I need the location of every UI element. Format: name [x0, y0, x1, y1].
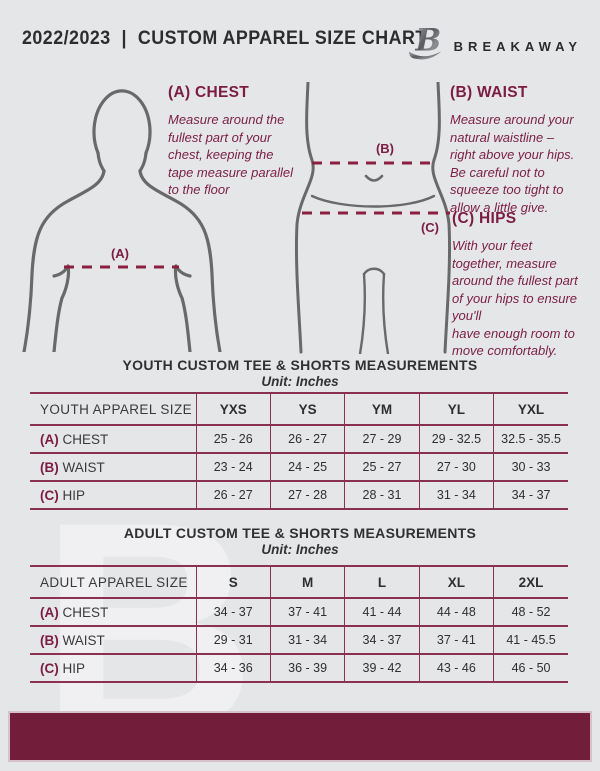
row-label: CHEST	[62, 431, 109, 447]
size-m: M	[269, 565, 346, 599]
hips-guide-block: (C) HIPS With your feet together, measur…	[452, 210, 578, 360]
youth-size-col-header: YOUTH APPAREL SIZE	[30, 392, 197, 426]
table-row: (B) WAIST 29 - 31 31 - 34 34 - 37 37 - 4…	[30, 625, 568, 655]
cell: 31 - 34	[418, 480, 495, 510]
row-label: WAIST	[62, 632, 105, 648]
size-s: S	[195, 565, 271, 599]
cell: 41 - 45.5	[493, 625, 568, 655]
cell: 27 - 29	[344, 424, 420, 454]
row-label: HIP	[62, 487, 86, 503]
cell: 26 - 27	[195, 480, 271, 510]
cell: 31 - 34	[269, 625, 346, 655]
waist-guide-block: (B) WAIST Measure around your natural wa…	[450, 84, 574, 216]
adult-size-table: ADULT APPAREL SIZE S M L XL 2XL (A) CHES…	[30, 565, 568, 683]
cell: 44 - 48	[418, 597, 495, 627]
table-row: (C) HIP 26 - 27 27 - 28 28 - 31 31 - 34 …	[30, 480, 568, 510]
page-title: 2022/2023 | CUSTOM APPAREL SIZE CHART	[22, 28, 427, 49]
cell: 29 - 32.5	[418, 424, 495, 454]
brand-name: BREAKAWAY	[453, 39, 582, 54]
cell: 34 - 37	[344, 625, 420, 655]
adult-table-unit: Unit: Inches	[261, 542, 339, 557]
cell: 27 - 28	[269, 480, 346, 510]
cell: 25 - 27	[344, 452, 420, 482]
cell: 26 - 27	[269, 424, 346, 454]
footer-accent-bar	[8, 711, 592, 762]
svg-text:B: B	[414, 23, 441, 59]
table-row: (B) WAIST 23 - 24 24 - 25 25 - 27 27 - 3…	[30, 452, 568, 482]
youth-hip-label: (C) HIP	[30, 480, 197, 510]
size-yxs: YXS	[195, 392, 271, 426]
cell: 36 - 39	[269, 653, 346, 683]
brand-logo: B BREAKAWAY	[407, 22, 582, 67]
cell: 30 - 33	[493, 452, 568, 482]
cell: 34 - 37	[493, 480, 568, 510]
chest-guide-block: (A) CHEST Measure around the fullest par…	[168, 84, 293, 199]
row-key: (C)	[40, 487, 59, 503]
waist-line-label: (B)	[376, 141, 394, 156]
row-label: CHEST	[62, 604, 109, 620]
youth-header-row: YOUTH APPAREL SIZE YXS YS YM YL YXL	[30, 392, 568, 426]
cell: 43 - 46	[418, 653, 495, 683]
table-row: (A) CHEST 25 - 26 26 - 27 27 - 29 29 - 3…	[30, 424, 568, 454]
cell: 34 - 37	[195, 597, 271, 627]
size-yxl: YXL	[493, 392, 568, 426]
waist-guide-text: Measure around your natural waistline – …	[450, 112, 575, 215]
cell: 24 - 25	[269, 452, 346, 482]
cell: 27 - 30	[418, 452, 495, 482]
waist-guide-title: (B) WAIST	[450, 84, 528, 101]
size-xl: XL	[418, 565, 495, 599]
youth-waist-label: (B) WAIST	[30, 452, 197, 482]
row-key: (B)	[40, 459, 59, 475]
size-ys: YS	[269, 392, 346, 426]
adult-table-title: ADULT CUSTOM TEE & SHORTS MEASUREMENTS	[123, 525, 477, 541]
row-key: (C)	[40, 660, 59, 676]
youth-table-title: YOUTH CUSTOM TEE & SHORTS MEASUREMENTS	[122, 357, 478, 373]
youth-size-table: YOUTH APPAREL SIZE YXS YS YM YL YXL (A) …	[30, 392, 568, 510]
hips-line-label: (C)	[421, 220, 439, 235]
hips-guide-title: (C) HIPS	[452, 210, 517, 227]
table-row: (A) CHEST 34 - 37 37 - 41 41 - 44 44 - 4…	[30, 597, 568, 627]
waist-hips-measurement-diagram: (B) (C)	[294, 82, 452, 354]
cell: 37 - 41	[269, 597, 346, 627]
hips-guide-text: With your feet together, measure around …	[452, 238, 578, 358]
cell: 48 - 52	[493, 597, 568, 627]
size-ym: YM	[344, 392, 420, 426]
cell: 41 - 44	[344, 597, 420, 627]
cell: 32.5 - 35.5	[493, 424, 568, 454]
adult-header-row: ADULT APPAREL SIZE S M L XL 2XL	[30, 565, 568, 599]
row-label: HIP	[62, 660, 86, 676]
adult-waist-label: (B) WAIST	[30, 625, 197, 655]
size-2xl: 2XL	[493, 565, 568, 599]
size-l: L	[344, 565, 420, 599]
cell: 23 - 24	[195, 452, 271, 482]
row-label: WAIST	[62, 459, 105, 475]
adult-hip-label: (C) HIP	[30, 653, 197, 683]
chest-guide-title: (A) CHEST	[168, 84, 250, 101]
youth-chest-label: (A) CHEST	[30, 424, 197, 454]
table-row: (C) HIP 34 - 36 36 - 39 39 - 42 43 - 46 …	[30, 653, 568, 683]
adult-size-col-header: ADULT APPAREL SIZE	[30, 565, 197, 599]
cell: 34 - 36	[195, 653, 271, 683]
breakaway-b-monogram-icon: B	[407, 22, 445, 67]
chest-line-label: (A)	[111, 246, 129, 261]
cell: 39 - 42	[344, 653, 420, 683]
cell: 37 - 41	[418, 625, 495, 655]
row-key: (B)	[40, 632, 59, 648]
chest-guide-text: Measure around the fullest part of your …	[168, 112, 294, 197]
row-key: (A)	[40, 604, 59, 620]
cell: 46 - 50	[493, 653, 568, 683]
cell: 28 - 31	[344, 480, 420, 510]
adult-chest-label: (A) CHEST	[30, 597, 197, 627]
size-yl: YL	[418, 392, 495, 426]
row-key: (A)	[40, 431, 59, 447]
chest-measurement-diagram: (A)	[22, 89, 222, 352]
cell: 25 - 26	[195, 424, 271, 454]
cell: 29 - 31	[195, 625, 271, 655]
youth-table-unit: Unit: Inches	[261, 374, 339, 389]
